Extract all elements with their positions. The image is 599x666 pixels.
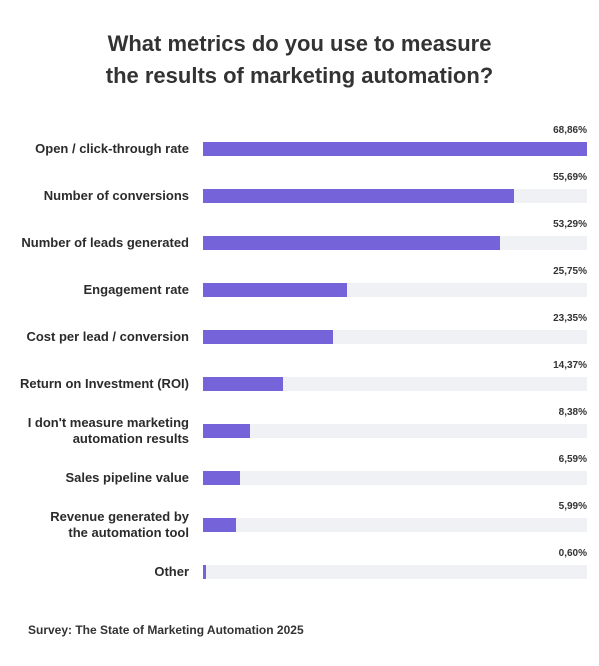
value-label: 14,37% <box>553 360 587 371</box>
bar-track <box>203 565 587 579</box>
chart-title: What metrics do you use to measure the r… <box>0 28 599 92</box>
value-label: 23,35% <box>553 313 587 324</box>
bar-track <box>203 471 587 485</box>
bar <box>203 330 334 344</box>
category-label-line: Cost per lead / conversion <box>26 329 189 344</box>
bar <box>203 424 250 438</box>
bar <box>203 471 240 485</box>
bar <box>203 377 284 391</box>
category-label-line: Revenue generated by <box>50 509 189 524</box>
bar <box>203 142 587 156</box>
value-label: 53,29% <box>553 219 587 230</box>
category-label: Other <box>0 564 189 580</box>
bar-track <box>203 189 587 203</box>
bar-track <box>203 377 587 391</box>
chart-title-line-2: the results of marketing automation? <box>105 63 494 88</box>
category-label-line: Number of leads generated <box>21 235 189 250</box>
bar <box>203 236 501 250</box>
bar-track <box>203 142 587 156</box>
category-label-line: Return on Investment (ROI) <box>19 376 189 391</box>
bar <box>203 565 207 579</box>
category-label: Return on Investment (ROI) <box>0 376 189 392</box>
bar <box>203 518 237 532</box>
value-label: 55,69% <box>553 172 587 183</box>
category-label: Sales pipeline value <box>0 470 189 486</box>
value-label: 0,60% <box>558 548 587 559</box>
bar-track <box>203 424 587 438</box>
category-label: Number of leads generated <box>0 235 189 251</box>
bar-track <box>203 330 587 344</box>
category-label: Revenue generated by the automation tool <box>0 509 189 541</box>
category-label-line: Engagement rate <box>83 282 189 297</box>
category-label-line: I don't measure marketing <box>27 415 189 430</box>
bar <box>203 189 514 203</box>
category-label: Number of conversions <box>0 188 189 204</box>
category-label: I don't measure marketing automation resu… <box>0 415 189 447</box>
bar-track <box>203 236 587 250</box>
bar-track <box>203 283 587 297</box>
category-label: Engagement rate <box>0 282 189 298</box>
category-label-line: the automation tool <box>68 525 189 540</box>
category-label-line: Other <box>154 564 189 579</box>
bar <box>203 283 347 297</box>
value-label: 25,75% <box>553 266 587 277</box>
category-label: Cost per lead / conversion <box>0 329 189 345</box>
category-label-line: automation results <box>72 431 189 446</box>
category-label: Open / click-through rate <box>0 141 189 157</box>
survey-source: Survey: The State of Marketing Automatio… <box>28 623 304 637</box>
category-label-line: Number of conversions <box>43 188 189 203</box>
category-label-line: Open / click-through rate <box>35 141 189 156</box>
value-label: 8,38% <box>558 407 587 418</box>
value-label: 5,99% <box>558 501 587 512</box>
bar-track <box>203 518 587 532</box>
category-label-line: Sales pipeline value <box>65 470 189 485</box>
chart-title-line-1: What metrics do you use to measure <box>107 31 492 56</box>
value-label: 6,59% <box>558 454 587 465</box>
value-label: 68,86% <box>553 125 587 136</box>
